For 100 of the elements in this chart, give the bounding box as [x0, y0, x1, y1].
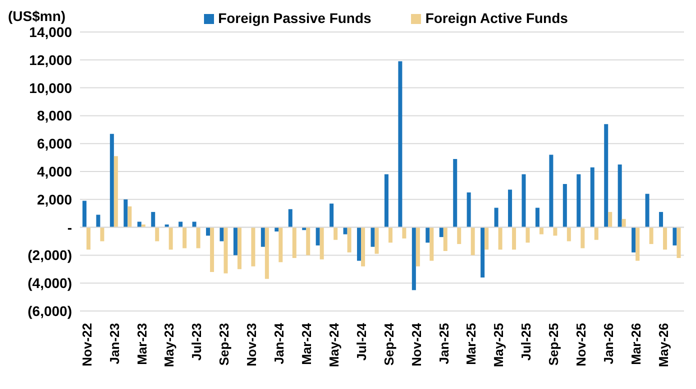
- bar: [288, 209, 292, 228]
- bar: [110, 134, 114, 228]
- bar: [330, 204, 334, 228]
- bar: [426, 227, 430, 243]
- bar: [398, 61, 402, 228]
- bar: [659, 212, 664, 228]
- bar: [384, 174, 388, 228]
- bar: [430, 227, 434, 261]
- bar: [618, 164, 622, 228]
- bar: [220, 227, 224, 242]
- x-tick-label: Mar-24: [299, 322, 314, 365]
- y-tick-label: 4,000: [36, 163, 72, 180]
- x-tick-label: Mar-23: [134, 323, 150, 365]
- bar: [260, 227, 265, 247]
- x-tick-label: Sep-23: [216, 323, 232, 366]
- bar: [608, 212, 612, 228]
- x-tick-label: Nov-23: [244, 323, 260, 366]
- x-tick-label: Nov-22: [79, 323, 94, 366]
- bar: [590, 167, 594, 228]
- y-tick-label: 10,000: [29, 80, 72, 96]
- bar: [526, 227, 530, 243]
- bar: [128, 206, 132, 228]
- x-tick-label: Mar-25: [464, 323, 479, 365]
- bar: [498, 227, 502, 250]
- x-tick-label: May-23: [162, 323, 177, 368]
- bar: [416, 227, 420, 266]
- y-axis-title: (US$mn): [8, 8, 66, 24]
- bar: [535, 208, 540, 228]
- bar: [512, 227, 516, 250]
- bar: [443, 227, 448, 252]
- bar: [508, 190, 512, 228]
- bar: [484, 227, 489, 250]
- bar: [470, 227, 475, 256]
- x-tick-label: Jan-24: [272, 322, 287, 364]
- bar: [210, 227, 214, 272]
- x-tick-label: Jul-23: [189, 323, 204, 361]
- bar: [361, 227, 366, 266]
- bar: [549, 154, 554, 228]
- bar: [334, 227, 338, 240]
- y-tick-label: 14,000: [29, 24, 72, 40]
- y-tick-label: (2,000): [28, 247, 72, 264]
- bar: [480, 227, 485, 278]
- bar: [566, 227, 571, 242]
- y-tick-label: 6,000: [36, 136, 72, 152]
- bar: [457, 227, 462, 244]
- x-tick-label: Jul-25: [518, 323, 534, 361]
- x-tick-label: May-24: [326, 322, 342, 368]
- bar: [676, 227, 681, 258]
- bar: [96, 214, 100, 228]
- x-tick-label: Mar-26: [628, 323, 644, 365]
- bar: [466, 192, 471, 228]
- x-tick-label: Sep-24: [381, 322, 396, 366]
- bar: [292, 227, 296, 258]
- x-tick-label: Jan-26: [601, 323, 616, 364]
- y-tick-label: 2,000: [36, 191, 72, 208]
- bar: [137, 222, 142, 228]
- bar: [264, 227, 269, 279]
- bar: [316, 227, 320, 246]
- bar: [251, 227, 256, 266]
- bar: [374, 227, 379, 254]
- x-tick-label: May-25: [491, 323, 506, 368]
- bar: [306, 227, 310, 256]
- y-tick-label: 8,000: [36, 108, 72, 124]
- bar: [224, 227, 228, 274]
- bar: [388, 227, 392, 243]
- y-tick-label: -: [67, 219, 72, 236]
- bar: [155, 227, 160, 242]
- bar: [370, 227, 375, 247]
- bar: [233, 227, 238, 256]
- bar: [622, 218, 626, 228]
- bar: [453, 158, 458, 228]
- bar: [562, 184, 567, 228]
- bar: [237, 227, 242, 270]
- bar: [178, 222, 183, 228]
- bar: [206, 227, 210, 236]
- bar: [168, 227, 173, 250]
- bar: [86, 227, 90, 250]
- bar: [320, 227, 324, 260]
- bar: [580, 227, 585, 248]
- x-tick-label: Jan-23: [106, 323, 122, 364]
- bar: [182, 227, 187, 248]
- bar: [347, 227, 352, 252]
- bar: [672, 227, 677, 246]
- bar: [553, 227, 558, 236]
- bar: [151, 212, 156, 228]
- x-tick-label: Nov-24: [408, 322, 424, 366]
- bar: [494, 208, 498, 228]
- bar: [114, 156, 118, 228]
- bar: [576, 174, 581, 228]
- x-tick-label: May-26: [656, 323, 671, 368]
- bar: [594, 227, 598, 240]
- bar: [343, 227, 348, 234]
- bar: [412, 227, 416, 290]
- bar: [196, 227, 200, 248]
- bar: [357, 227, 362, 261]
- legend-label: Foreign Active Funds: [425, 10, 568, 26]
- bar: [100, 227, 104, 242]
- legend-label: Foreign Passive Funds: [218, 10, 372, 26]
- bar: [402, 227, 406, 238]
- bar: [522, 174, 526, 228]
